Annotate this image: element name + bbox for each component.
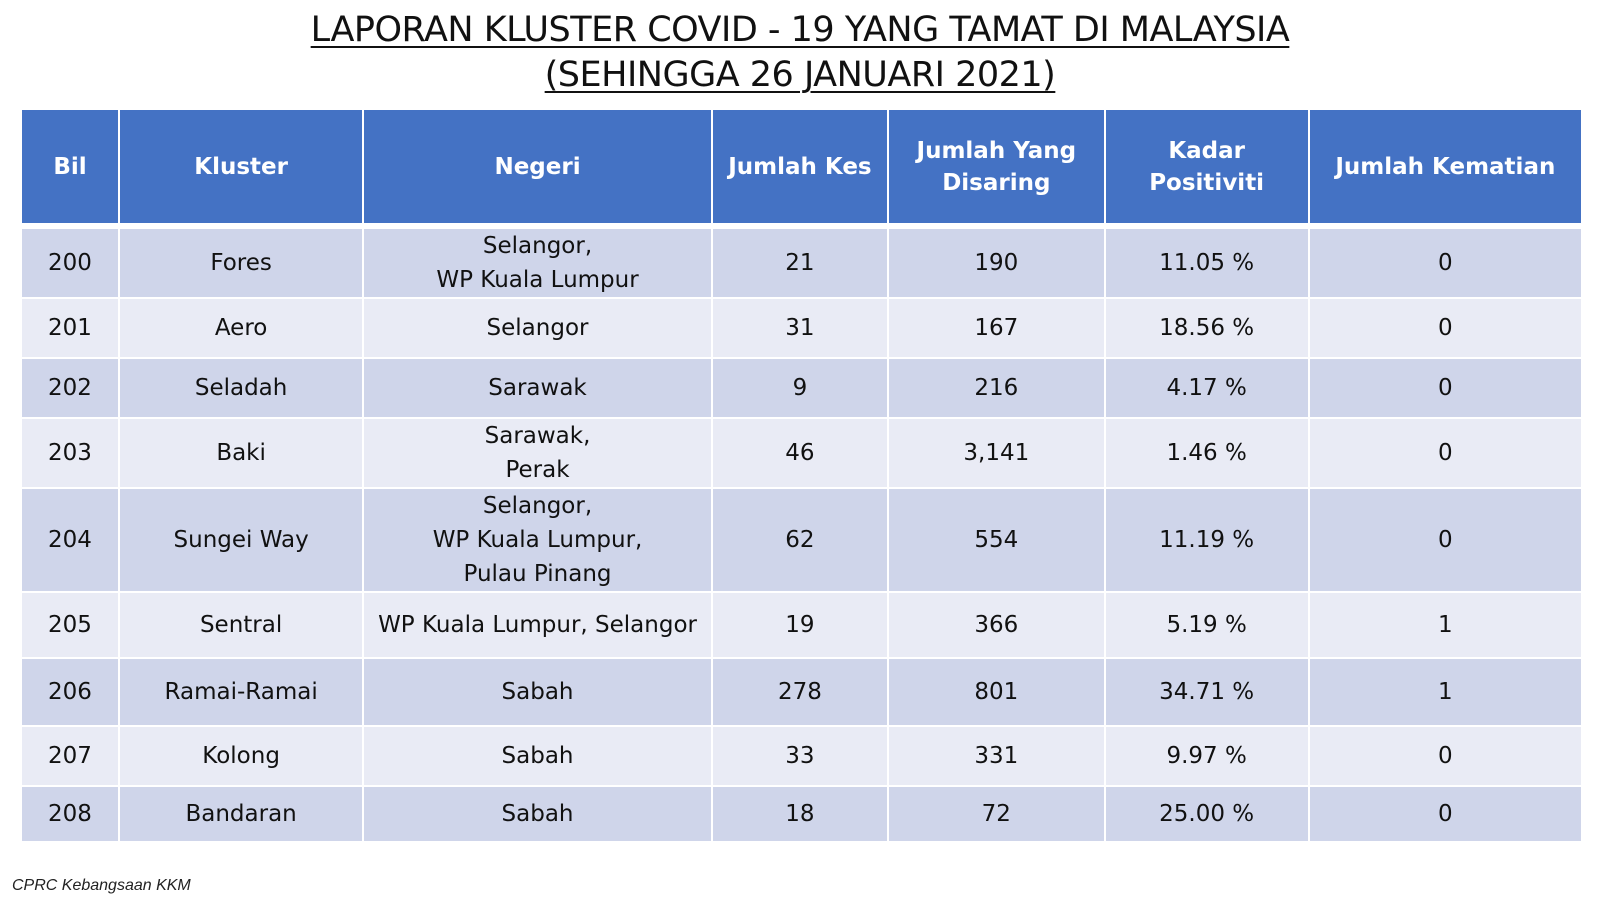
cell-kematian: 0 [1307, 417, 1584, 489]
negeri-line: Sabah [501, 679, 574, 705]
cell-kes: 33 [710, 725, 890, 787]
header-jumlah-disaring: Jumlah Yang Disaring [887, 110, 1106, 229]
cell-kluster: Baki [117, 417, 365, 489]
negeri-line: Selangor, [482, 233, 593, 259]
table-row: 200 Fores Selangor, WP Kuala Lumpur 21 190 11.… [20, 225, 1584, 299]
cell-kematian: 0 [1307, 297, 1584, 359]
cell-negeri: Sabah [362, 785, 713, 843]
cell-positiviti: 1.46 % [1103, 417, 1310, 489]
cell-kematian: 1 [1307, 591, 1584, 659]
cell-kes: 62 [710, 487, 890, 593]
cell-positiviti: 34.71 % [1103, 657, 1310, 727]
cell-positiviti: 5.19 % [1103, 591, 1310, 659]
cell-bil: 200 [20, 225, 120, 299]
title-line-1: LAPORAN KLUSTER COVID - 19 YANG TAMAT DI… [310, 10, 1290, 50]
cell-positiviti: 11.05 % [1103, 225, 1310, 299]
cell-kematian: 0 [1307, 725, 1584, 787]
negeri-line: WP Kuala Lumpur [436, 267, 639, 293]
cell-negeri: Sarawak [362, 357, 713, 419]
cell-bil: 208 [20, 785, 120, 843]
cell-negeri: WP Kuala Lumpur, Selangor [362, 591, 713, 659]
cell-negeri: Selangor, WP Kuala Lumpur [362, 225, 713, 299]
negeri-line: Selangor, [482, 493, 593, 519]
cell-kematian: 0 [1307, 357, 1584, 419]
table-row: 204 Sungei Way Selangor, WP Kuala Lumpur, Pu… [20, 487, 1584, 593]
cell-disaring: 331 [887, 725, 1106, 787]
negeri-line: Sabah [501, 801, 574, 827]
cell-bil: 205 [20, 591, 120, 659]
cell-kematian: 0 [1307, 225, 1584, 299]
negeri-line: Perak [505, 457, 570, 483]
cell-disaring: 72 [887, 785, 1106, 843]
cell-disaring: 3,141 [887, 417, 1106, 489]
cell-kes: 21 [710, 225, 890, 299]
cell-bil: 202 [20, 357, 120, 419]
negeri-line: WP Kuala Lumpur, [432, 527, 643, 553]
header-kadar-positiviti: Kadar Positiviti [1103, 110, 1310, 229]
cell-kematian: 1 [1307, 657, 1584, 727]
cell-negeri: Sarawak, Perak [362, 417, 713, 489]
cluster-table: Bil Kluster Negeri Jumlah Kes Jumlah Yan… [20, 110, 1584, 843]
negeri-line: Pulau Pinang [463, 561, 612, 587]
cell-kes: 46 [710, 417, 890, 489]
negeri-line: Sarawak, [484, 423, 591, 449]
table-row: 208 Bandaran Sabah 18 72 25.00 % 0 [20, 785, 1584, 843]
cell-kes: 278 [710, 657, 890, 727]
header-negeri: Negeri [362, 110, 713, 229]
table-body: 200 Fores Selangor, WP Kuala Lumpur 21 190 11.… [20, 225, 1584, 843]
cell-kes: 31 [710, 297, 890, 359]
cell-disaring: 167 [887, 297, 1106, 359]
cell-kluster: Seladah [117, 357, 365, 419]
cell-positiviti: 4.17 % [1103, 357, 1310, 419]
cell-kes: 9 [710, 357, 890, 419]
cell-disaring: 216 [887, 357, 1106, 419]
table-row: 201 Aero Selangor 31 167 18.56 % 0 [20, 297, 1584, 359]
cell-kluster: Sungei Way [117, 487, 365, 593]
report-title: LAPORAN KLUSTER COVID - 19 YANG TAMAT DI… [0, 8, 1600, 98]
table-row: 207 Kolong Sabah 33 331 9.97 % 0 [20, 725, 1584, 787]
cell-kes: 18 [710, 785, 890, 843]
cell-bil: 207 [20, 725, 120, 787]
cell-bil: 204 [20, 487, 120, 593]
cell-bil: 203 [20, 417, 120, 489]
header-jumlah-kes: Jumlah Kes [710, 110, 890, 229]
header-bil: Bil [20, 110, 120, 229]
cell-kluster: Kolong [117, 725, 365, 787]
table-row: 202 Seladah Sarawak 9 216 4.17 % 0 [20, 357, 1584, 419]
cell-bil: 206 [20, 657, 120, 727]
cell-kematian: 0 [1307, 487, 1584, 593]
cell-positiviti: 25.00 % [1103, 785, 1310, 843]
header-jumlah-kematian: Jumlah Kematian [1307, 110, 1584, 229]
cell-negeri: Selangor [362, 297, 713, 359]
cell-kes: 19 [710, 591, 890, 659]
cell-disaring: 190 [887, 225, 1106, 299]
negeri-line: Sarawak [488, 375, 587, 401]
cell-negeri: Selangor, WP Kuala Lumpur, Pulau Pinang [362, 487, 713, 593]
cell-disaring: 366 [887, 591, 1106, 659]
table-row: 203 Baki Sarawak, Perak 46 3,141 1.46 % 0 [20, 417, 1584, 489]
cell-kluster: Ramai-Ramai [117, 657, 365, 727]
cell-positiviti: 18.56 % [1103, 297, 1310, 359]
negeri-line: WP Kuala Lumpur, Selangor [378, 612, 697, 638]
table-row: 205 Sentral WP Kuala Lumpur, Selangor 19 366… [20, 591, 1584, 659]
cell-kluster: Sentral [117, 591, 365, 659]
cell-negeri: Sabah [362, 725, 713, 787]
cell-disaring: 801 [887, 657, 1106, 727]
cell-kluster: Bandaran [117, 785, 365, 843]
table-row: 206 Ramai-Ramai Sabah 278 801 34.71 % 1 [20, 657, 1584, 727]
cell-bil: 201 [20, 297, 120, 359]
cell-negeri: Sabah [362, 657, 713, 727]
source-note: CPRC Kebangsaan KKM [12, 877, 191, 894]
cell-positiviti: 9.97 % [1103, 725, 1310, 787]
header-kluster: Kluster [117, 110, 365, 229]
cell-kematian: 0 [1307, 785, 1584, 843]
table-header-row: Bil Kluster Negeri Jumlah Kes Jumlah Yan… [20, 110, 1584, 229]
negeri-line: Selangor [486, 315, 589, 341]
cell-positiviti: 11.19 % [1103, 487, 1310, 593]
cell-disaring: 554 [887, 487, 1106, 593]
title-line-2: (SEHINGGA 26 JANUARI 2021) [544, 55, 1056, 95]
cell-kluster: Fores [117, 225, 365, 299]
negeri-line: Sabah [501, 743, 574, 769]
cell-kluster: Aero [117, 297, 365, 359]
